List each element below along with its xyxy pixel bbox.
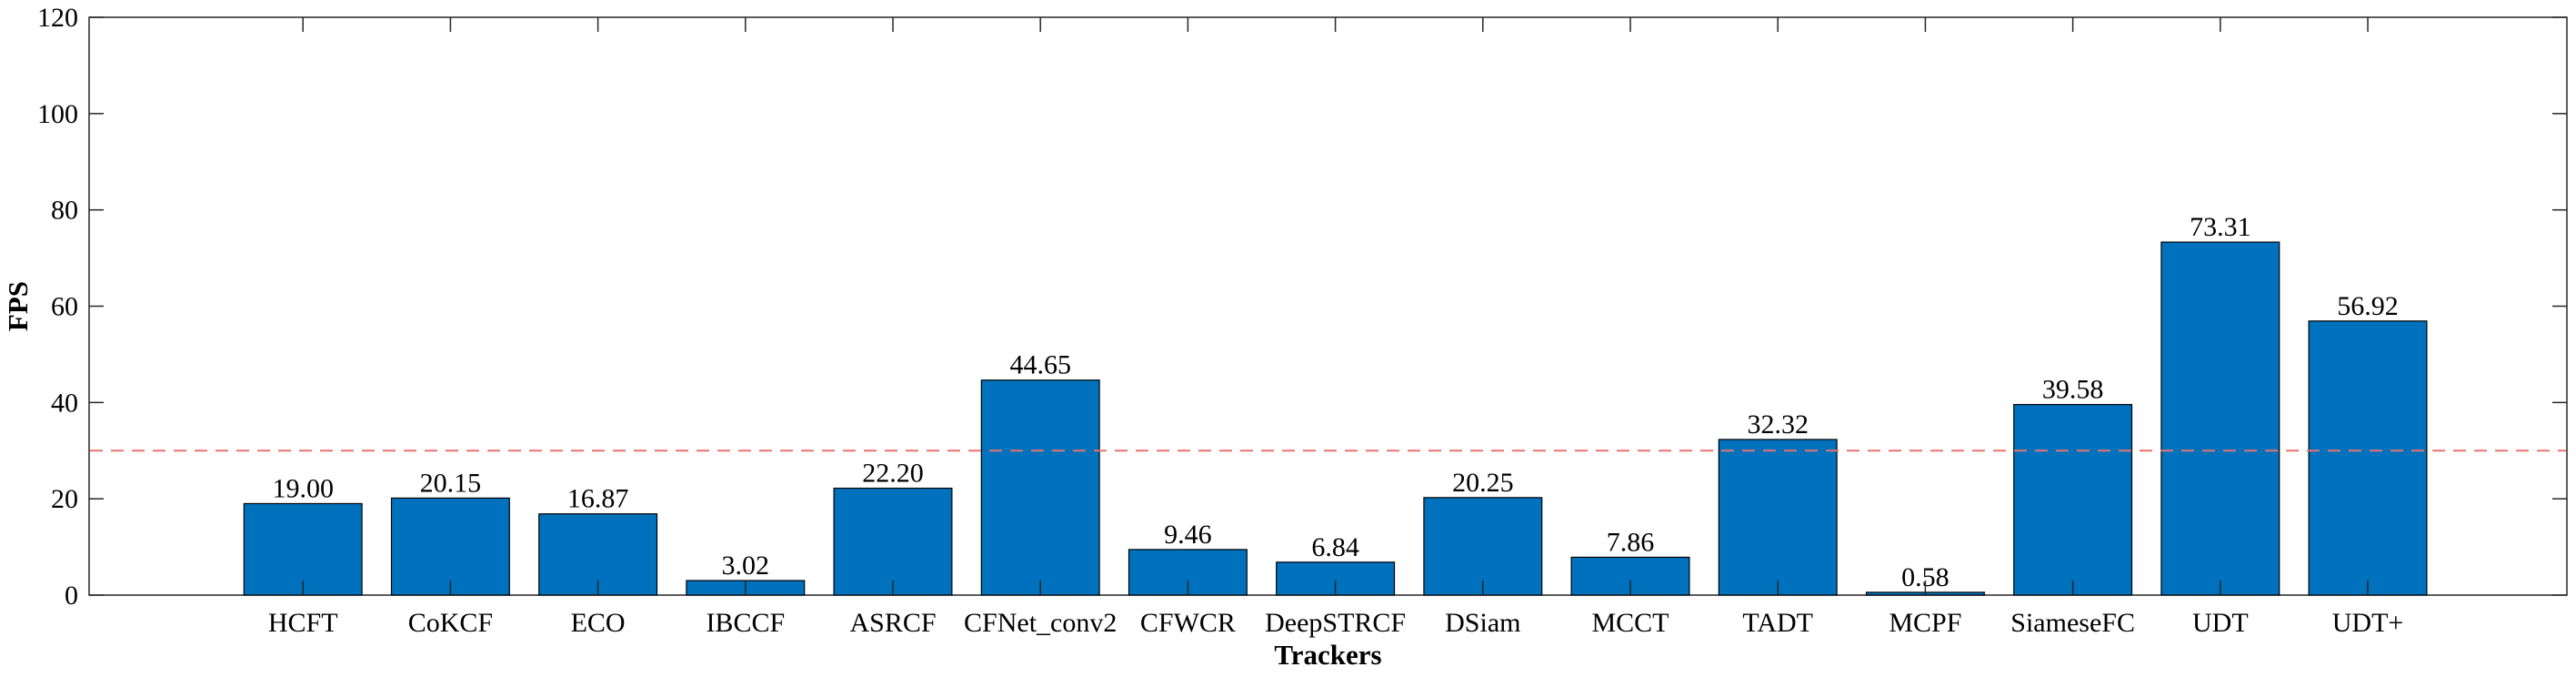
y-tick-label: 20 (51, 484, 78, 514)
x-axis-categories: HCFT CoKCF ECO IBCCF ASRCF CFNet_conv2 CFWCR De… (268, 17, 2403, 638)
bar-value-label: 39.58 (2042, 375, 2104, 405)
bar (243, 502, 363, 596)
bar-value-label: 20.25 (1452, 468, 1514, 498)
bar (980, 379, 1100, 596)
bar (2013, 403, 2133, 596)
value-labels-group: 19.00 20.15 16.87 3.02 22.20 44.65 9.46 6.84 20.… (272, 212, 2398, 592)
y-tick-label: 0 (65, 581, 78, 611)
bar-value-label: 7.86 (1607, 527, 1655, 557)
bar-value-label: 44.65 (1009, 350, 1071, 380)
x-tick-label: UDT (2192, 608, 2249, 638)
x-tick-label: CFNet_conv2 (964, 608, 1117, 638)
x-axis-title: Trackers (1274, 639, 1381, 671)
bar-value-label: 6.84 (1311, 532, 1359, 562)
x-tick-label: ECO (571, 608, 626, 638)
bar-value-label: 56.92 (2337, 291, 2399, 321)
x-tick-label: UDT+ (2332, 608, 2404, 638)
bar (1423, 497, 1543, 596)
y-axis-ticks: 0 20 40 60 80 100 120 (37, 3, 2567, 611)
y-axis-title: FPS (2, 281, 34, 331)
bar (2308, 320, 2428, 596)
bar-value-label: 73.31 (2190, 212, 2251, 242)
bar (833, 487, 953, 596)
bar-value-label: 22.20 (862, 459, 924, 489)
bar-value-label: 16.87 (567, 484, 629, 514)
x-tick-label: SiameseFC (2010, 608, 2135, 638)
x-tick-label: DeepSTRCF (1265, 608, 1406, 638)
bar-value-label: 32.32 (1747, 409, 1809, 440)
bar-value-label: 3.02 (722, 551, 770, 581)
x-tick-label: MCPF (1889, 608, 1961, 638)
x-tick-label: HCFT (268, 608, 338, 638)
x-tick-label: DSiam (1445, 608, 1520, 638)
y-tick-label: 60 (51, 292, 78, 322)
x-tick-label: CoKCF (408, 608, 493, 638)
x-tick-label: TADT (1742, 608, 1813, 638)
bar-value-label: 19.00 (272, 473, 334, 503)
x-tick-label: IBCCF (706, 608, 785, 638)
bar (2160, 241, 2280, 596)
bar (390, 497, 510, 596)
y-tick-label: 80 (51, 196, 78, 226)
x-tick-label: MCCT (1591, 608, 1669, 638)
bar (1718, 439, 1838, 596)
y-tick-label: 120 (37, 3, 78, 33)
bar-value-label: 20.15 (420, 468, 482, 498)
bar-value-label: 9.46 (1164, 520, 1212, 550)
y-tick-label: 100 (37, 99, 78, 129)
x-tick-label: CFWCR (1140, 608, 1236, 638)
y-tick-label: 40 (51, 388, 78, 418)
x-tick-label: ASRCF (849, 608, 936, 638)
